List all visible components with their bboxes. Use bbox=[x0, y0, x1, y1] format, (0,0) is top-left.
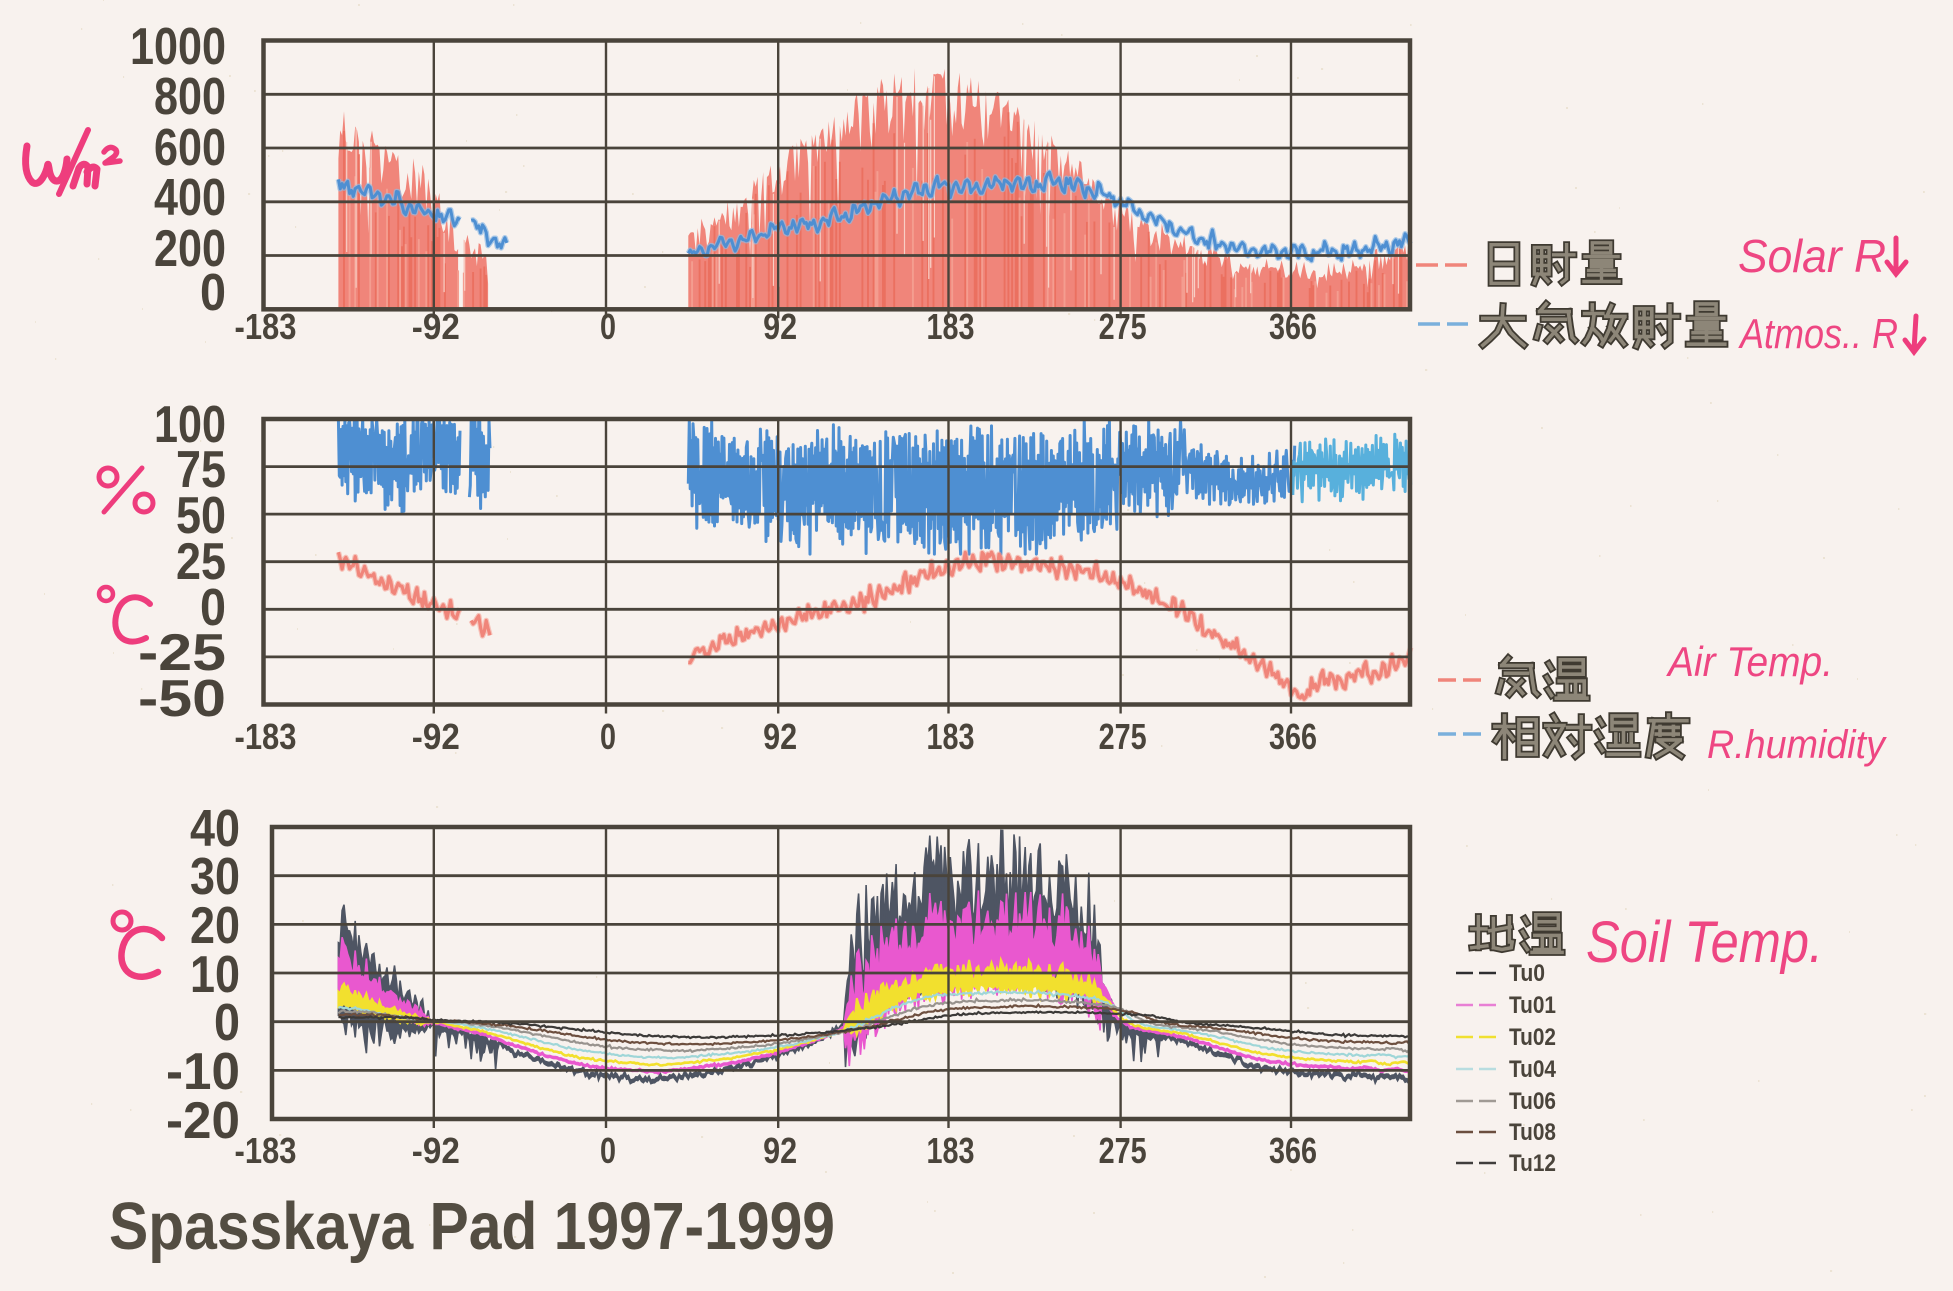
svg-text:Tu02: Tu02 bbox=[1509, 1024, 1556, 1051]
svg-text:92: 92 bbox=[763, 716, 797, 757]
svg-text:400: 400 bbox=[154, 169, 226, 227]
svg-text:275: 275 bbox=[1099, 306, 1147, 347]
svg-text:0: 0 bbox=[214, 994, 240, 1052]
svg-text:-92: -92 bbox=[412, 716, 460, 757]
svg-text:25: 25 bbox=[176, 533, 226, 591]
svg-text:-50: -50 bbox=[138, 670, 226, 728]
svg-text:92: 92 bbox=[763, 1130, 797, 1171]
svg-text:0: 0 bbox=[600, 1130, 616, 1171]
svg-text:1000: 1000 bbox=[130, 18, 226, 76]
svg-text:10: 10 bbox=[190, 946, 240, 1004]
svg-text:0: 0 bbox=[600, 306, 616, 347]
svg-text:-183: -183 bbox=[235, 1130, 297, 1171]
svg-text:275: 275 bbox=[1099, 716, 1147, 757]
svg-text:75: 75 bbox=[176, 441, 226, 499]
svg-text:Atmos.. R: Atmos.. R bbox=[1737, 310, 1898, 357]
svg-text:Tu12: Tu12 bbox=[1509, 1150, 1556, 1177]
svg-text:Air Temp.: Air Temp. bbox=[1665, 638, 1833, 685]
svg-text:366: 366 bbox=[1269, 306, 1317, 347]
svg-text:275: 275 bbox=[1099, 1130, 1147, 1171]
svg-text:-183: -183 bbox=[235, 716, 297, 757]
svg-text:Tu06: Tu06 bbox=[1509, 1088, 1556, 1115]
svg-text:Tu01: Tu01 bbox=[1509, 992, 1556, 1019]
svg-text:92: 92 bbox=[763, 306, 797, 347]
svg-text:20: 20 bbox=[190, 897, 240, 955]
svg-text:Tu04: Tu04 bbox=[1509, 1056, 1557, 1083]
svg-text:40: 40 bbox=[190, 800, 240, 858]
svg-text:-10: -10 bbox=[166, 1043, 240, 1101]
svg-text:Tu08: Tu08 bbox=[1509, 1119, 1556, 1146]
svg-text:Spasskaya Pad 1997-1999: Spasskaya Pad 1997-1999 bbox=[109, 1189, 835, 1264]
svg-text:800: 800 bbox=[154, 68, 226, 126]
svg-text:100: 100 bbox=[154, 396, 226, 454]
svg-text:600: 600 bbox=[154, 119, 226, 177]
svg-text:-183: -183 bbox=[235, 306, 297, 347]
svg-text:366: 366 bbox=[1269, 1130, 1317, 1171]
svg-text:-25: -25 bbox=[138, 624, 226, 682]
svg-text:0: 0 bbox=[600, 716, 616, 757]
svg-text:Tu0: Tu0 bbox=[1509, 960, 1545, 987]
svg-text:R.humidity: R.humidity bbox=[1707, 723, 1888, 767]
svg-text:0: 0 bbox=[200, 579, 226, 637]
svg-text:30: 30 bbox=[190, 848, 240, 906]
svg-text:Solar R: Solar R bbox=[1738, 230, 1886, 282]
svg-text:183: 183 bbox=[926, 716, 974, 757]
svg-text:183: 183 bbox=[926, 306, 974, 347]
svg-text:0: 0 bbox=[200, 264, 226, 322]
svg-text:366: 366 bbox=[1269, 716, 1317, 757]
svg-text:-92: -92 bbox=[412, 1130, 460, 1171]
svg-text:200: 200 bbox=[154, 220, 226, 278]
svg-text:-92: -92 bbox=[412, 306, 460, 347]
svg-text:-20: -20 bbox=[166, 1092, 240, 1150]
svg-text:Soil Temp.: Soil Temp. bbox=[1586, 910, 1823, 975]
svg-text:50: 50 bbox=[176, 487, 226, 545]
svg-text:183: 183 bbox=[926, 1130, 974, 1171]
